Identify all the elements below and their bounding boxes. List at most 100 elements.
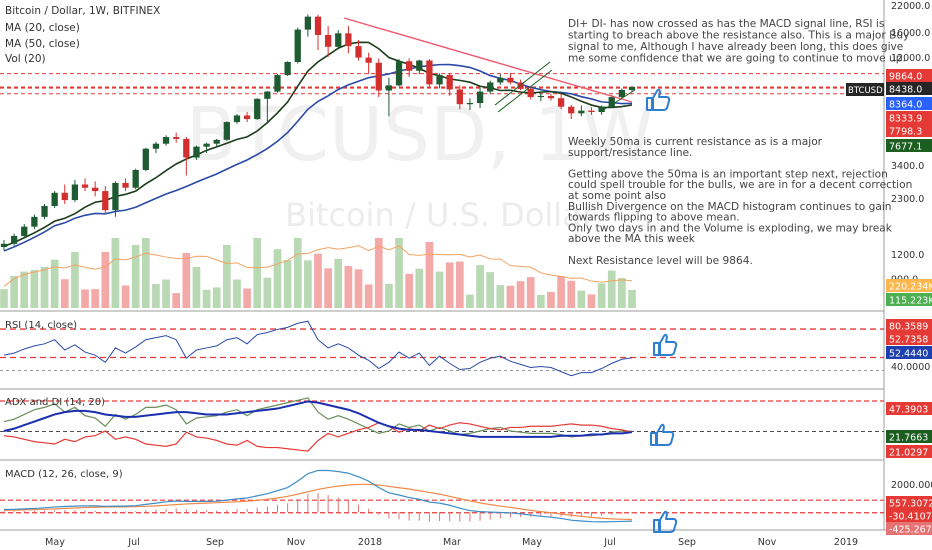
macd-line	[3, 469, 633, 523]
annotation-line: Next Resistance level will be 9864.	[568, 255, 753, 267]
annotation-mid-note[interactable]: Weekly 50ma is current resistance as is …	[568, 136, 912, 267]
price-tick: 12000.0	[891, 53, 930, 64]
candle-body	[233, 115, 241, 123]
annotation-top-note[interactable]: DI+ DI- has now crossed as has the MACD …	[568, 18, 909, 65]
price-label-text: 8333.9	[889, 114, 922, 125]
thumbs-up-icon	[646, 88, 671, 111]
price-label-text: 8438.0	[889, 85, 922, 96]
candle-body	[385, 85, 393, 91]
candle-body	[314, 16, 322, 35]
volume-bar	[263, 277, 272, 308]
candle-body	[81, 184, 89, 188]
candle-body	[304, 16, 312, 30]
candles	[0, 14, 636, 251]
candle	[314, 14, 322, 51]
candle-body	[92, 187, 99, 192]
candle	[264, 91, 271, 124]
candle	[578, 105, 585, 117]
price-label-text: 8364.0	[889, 100, 922, 111]
thumb-icons	[646, 88, 678, 533]
volume-bar	[60, 279, 69, 308]
annotation-line: starting to breach above the resistance …	[568, 30, 909, 42]
price-label-text: 7798.3	[889, 127, 922, 138]
candle	[557, 93, 565, 110]
annotation-line: DI+ DI- has now crossed as has the MACD …	[568, 18, 884, 30]
candle-body	[365, 57, 372, 63]
price-axis[interactable]: 22000.016000.012000.06000.03400.02300.01…	[846, 1, 932, 536]
volume-bar	[354, 269, 363, 308]
candle	[568, 104, 575, 120]
ma50-legend[interactable]: MA (50, close)	[5, 38, 80, 50]
candle-body	[497, 77, 504, 83]
annotation-line: support/resistance line.	[568, 147, 692, 159]
volume-bar	[577, 290, 586, 308]
candle	[345, 26, 352, 54]
macd-title[interactable]: MACD (12, 26, close, 9)	[5, 469, 123, 480]
volume-bar	[455, 261, 464, 308]
rsi-label-text: 80.3589	[889, 322, 928, 333]
candle	[385, 77, 393, 117]
macd-pane	[0, 469, 884, 523]
candle	[598, 105, 605, 115]
candle-body	[426, 60, 433, 85]
rsi-label-badge	[886, 346, 932, 359]
candle-body	[274, 75, 281, 92]
candle-body	[71, 184, 79, 201]
candle	[487, 80, 494, 94]
volume-bar	[628, 289, 636, 308]
price-label-badge	[886, 124, 932, 137]
thumbs-up-shape	[653, 333, 678, 356]
volume-bar	[557, 276, 565, 308]
volume-bar	[192, 266, 201, 308]
volume-bar	[20, 271, 29, 308]
candle	[507, 72, 514, 85]
adx-label-badge	[886, 402, 932, 415]
candle	[456, 85, 463, 110]
candle-body	[406, 61, 413, 71]
price-label-badge	[886, 97, 932, 110]
time-axis[interactable]: May Jul Sep Nov 2018 Mar May Jul Sep Nov 2019	[45, 537, 858, 548]
trend-line-descending[interactable]	[343, 17, 633, 103]
thumbs-up-icon	[650, 423, 675, 446]
macd-label-text: -425.2674	[889, 525, 932, 536]
candle	[193, 145, 200, 160]
channel-line-lower[interactable]	[497, 69, 553, 113]
candle-body	[416, 60, 423, 71]
candle	[51, 191, 58, 209]
candle	[497, 74, 504, 85]
volume-bar	[536, 294, 545, 308]
adx-label-text: 47.3903	[889, 405, 928, 416]
price-label-badge	[886, 139, 932, 152]
candle	[183, 137, 190, 176]
adx-title[interactable]: ADX and DI (14, 20)	[5, 397, 105, 408]
macd-label-text: -30.4107	[889, 512, 932, 523]
macd-tick: 2000.0000	[891, 480, 932, 491]
thumbs-up-shape	[646, 88, 671, 111]
symbol-tag-text: BTCUSD	[848, 86, 883, 96]
thumbs-up-shape	[650, 423, 675, 446]
volume-bar	[293, 238, 302, 308]
thumbs-up-shape	[653, 510, 678, 533]
volume-legend[interactable]: Vol (20)	[5, 53, 46, 65]
volume-bar	[81, 289, 89, 308]
candle-body	[102, 191, 109, 211]
time-tick: Jul	[127, 537, 139, 548]
adx-line	[3, 400, 633, 438]
ma20-legend[interactable]: MA (20, close)	[5, 22, 80, 34]
price-label-badge	[886, 82, 932, 95]
time-tick: Mar	[443, 537, 461, 548]
volume-bar	[182, 253, 191, 308]
rsi-title[interactable]: RSI (14, close)	[5, 320, 77, 331]
volume-bar	[344, 265, 353, 308]
channel-line-upper[interactable]	[494, 61, 551, 106]
candle-body	[527, 88, 534, 98]
symbol-tag	[846, 83, 884, 96]
di-minus-line	[3, 422, 633, 452]
rsi-label-text: 52.7358	[889, 335, 928, 346]
candle	[294, 27, 301, 64]
channel-line-recent[interactable]	[599, 89, 636, 113]
candle-body	[608, 97, 615, 107]
symbol-title: Bitcoin / Dollar, 1W, BITFINEX	[5, 5, 160, 17]
